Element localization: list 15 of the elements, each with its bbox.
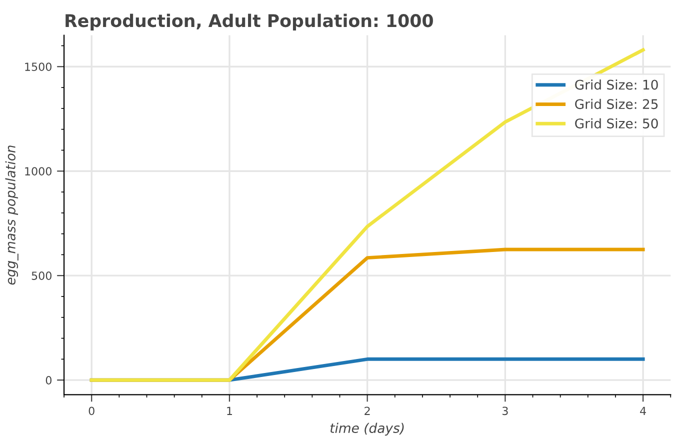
- y-tick-label: 1500: [25, 62, 52, 72]
- y-tick-label: 500: [32, 272, 52, 280]
- x-tick-label: 4: [640, 406, 646, 415]
- y-tick-label: 1000: [25, 167, 52, 176]
- y-tick-label: 0: [46, 376, 52, 384]
- x-tick-label: 2: [364, 406, 370, 415]
- x-axis-title: time (days): [330, 422, 404, 436]
- legend-label: Grid Size: 25: [575, 98, 658, 110]
- y-axis-title: egg_mass population: [5, 146, 18, 285]
- legend-label: Grid Size: 50: [575, 118, 658, 128]
- x-tick-label: 1: [227, 406, 232, 415]
- x-tick-label: 3: [502, 406, 508, 416]
- legend-label: Grid Size: 10: [575, 80, 658, 90]
- x-tick-label: 0: [88, 406, 94, 416]
- chart-title: Reproduction, Adult Population: 1000: [66, 14, 433, 31]
